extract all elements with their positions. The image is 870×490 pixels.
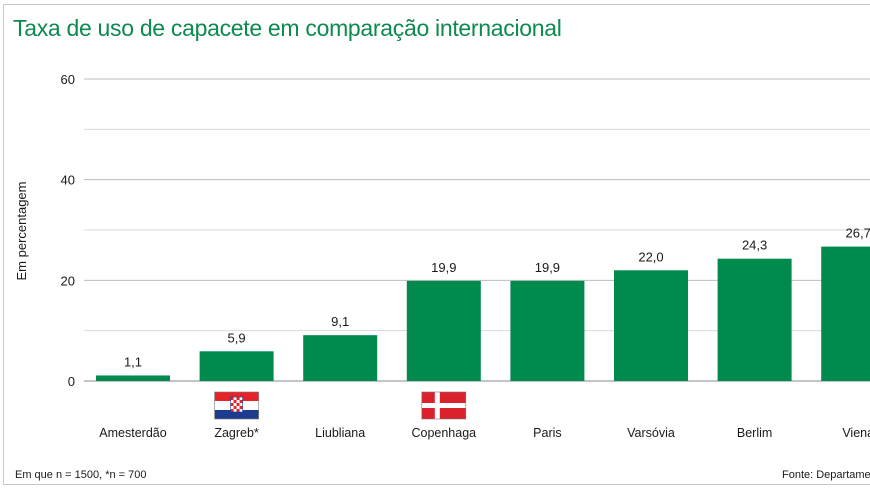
value-label-8: 26,7 xyxy=(846,226,870,241)
bar-4 xyxy=(406,280,481,381)
value-label-5: 19,9 xyxy=(535,260,560,275)
bar-5 xyxy=(510,280,585,381)
category-labels: Amesterdão Zagreb* Liubliana Copenhaga Paris… xyxy=(99,426,870,440)
value-label-6: 22,0 xyxy=(638,249,663,264)
value-label-3: 9,1 xyxy=(331,314,349,329)
category-label-5: Paris xyxy=(533,426,561,440)
bar-8 xyxy=(821,246,870,381)
footnote: Em que n = 1500, *n = 700 xyxy=(15,469,147,481)
value-label-4: 19,9 xyxy=(431,260,456,275)
y-axis-label: Em percentagem xyxy=(14,182,29,281)
y-tick-20: 20 xyxy=(61,273,75,288)
croatia-flag-icon xyxy=(214,391,259,420)
category-label-8: Viena xyxy=(842,426,870,440)
bar-1 xyxy=(96,375,170,381)
value-label-2: 5,9 xyxy=(228,330,246,345)
y-tick-60: 60 xyxy=(61,72,75,87)
category-label-1: Amesterdão xyxy=(99,426,166,440)
category-label-7: Berlim xyxy=(737,426,772,440)
y-tick-0: 0 xyxy=(68,374,75,389)
value-label-1: 1,1 xyxy=(124,354,142,369)
denmark-flag-icon xyxy=(421,391,467,420)
category-label-3: Liubliana xyxy=(315,426,365,440)
bar-6 xyxy=(614,270,688,381)
category-label-2: Zagreb* xyxy=(214,426,259,440)
bar-7 xyxy=(717,258,792,381)
bars xyxy=(96,246,870,381)
chart-title: Taxa de uso de capacete em comparação in… xyxy=(13,15,562,41)
category-label-6: Varsóvia xyxy=(627,426,675,440)
value-label-7: 24,3 xyxy=(742,238,767,253)
bar-3 xyxy=(303,335,378,381)
y-tick-labels: 0 20 40 60 xyxy=(61,72,75,389)
chart-frame xyxy=(3,4,870,485)
category-label-4: Copenhaga xyxy=(411,426,476,440)
y-tick-40: 40 xyxy=(61,173,75,188)
flags xyxy=(214,391,467,420)
value-labels: 1,1 5,9 9,1 19,9 19,9 22,0 24,3 26,7 xyxy=(124,226,870,370)
source-note: Fonte: Departamento d xyxy=(782,469,870,481)
bar-2 xyxy=(199,351,274,381)
